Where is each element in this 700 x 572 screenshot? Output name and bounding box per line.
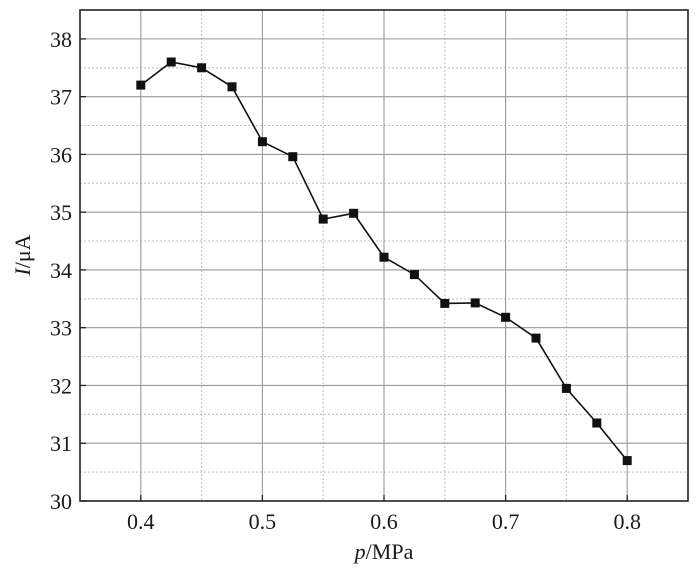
data-point-marker [288, 152, 298, 162]
data-point-marker [257, 137, 267, 147]
data-point-marker [318, 214, 328, 224]
x-tick-label: 0.5 [249, 509, 277, 534]
data-point-marker [197, 63, 207, 73]
data-point-marker [561, 383, 571, 393]
y-tick-label: 37 [50, 85, 72, 110]
y-tick-label: 30 [50, 489, 72, 514]
data-point-marker [379, 252, 389, 262]
y-tick-label: 31 [50, 431, 72, 456]
x-axis-label: p/MPa [353, 539, 414, 564]
y-tick-label: 33 [50, 316, 72, 341]
data-point-marker [227, 82, 237, 92]
data-point-marker [166, 57, 176, 67]
y-tick-label: 38 [50, 27, 72, 52]
x-axis-ticks: 0.4 0.5 0.6 0.7 0.8 [127, 495, 641, 534]
data-point-marker [136, 80, 146, 90]
y-axis-label: I/μA [10, 234, 35, 276]
data-point-marker [470, 298, 480, 308]
x-tick-label: 0.6 [370, 509, 398, 534]
x-tick-label: 0.7 [492, 509, 520, 534]
y-tick-label: 36 [50, 142, 72, 167]
series-markers [136, 57, 632, 466]
y-tick-label: 34 [50, 258, 72, 283]
data-point-marker [531, 333, 541, 343]
x-tick-label: 0.8 [613, 509, 641, 534]
data-point-marker [622, 456, 632, 466]
data-point-marker [592, 418, 602, 428]
y-tick-label: 32 [50, 373, 72, 398]
y-axis-ticks: 30 31 32 33 34 35 36 37 38 [50, 27, 86, 514]
x-tick-label: 0.4 [127, 509, 155, 534]
data-point-marker [440, 298, 450, 308]
data-point-marker [501, 312, 511, 322]
major-grid [80, 10, 688, 501]
data-point-marker [409, 270, 419, 280]
y-tick-label: 35 [50, 200, 72, 225]
data-point-marker [349, 208, 359, 218]
